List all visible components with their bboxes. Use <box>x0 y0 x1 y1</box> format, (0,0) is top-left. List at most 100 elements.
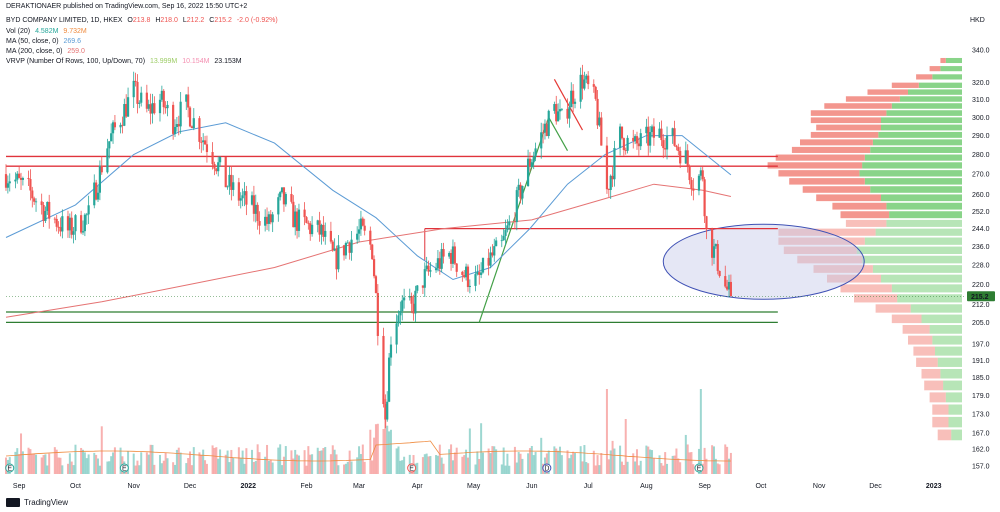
volume-bar <box>232 457 235 474</box>
candle-body <box>607 189 610 190</box>
candle-body <box>27 177 30 180</box>
candle-body <box>40 201 43 205</box>
volume-bar <box>303 450 306 474</box>
volume-bar <box>343 464 346 474</box>
legend-ma50[interactable]: MA (50, close, 0) 269.6 <box>6 38 81 45</box>
profile-down-bar <box>867 89 908 95</box>
profile-up-bar <box>870 186 962 193</box>
volume-bar <box>33 453 36 474</box>
candle-body <box>138 102 141 104</box>
last-price-box <box>967 291 995 302</box>
candle-body <box>594 86 597 99</box>
profile-up-bar <box>929 325 962 334</box>
candle-body <box>70 217 73 235</box>
candle-body <box>382 335 385 405</box>
candle-body <box>348 242 351 253</box>
profile-up-bar <box>945 57 962 64</box>
volume-bar <box>495 449 498 474</box>
close-label: C <box>209 17 215 24</box>
legend-ma200[interactable]: MA (200, close, 0) 259.0 <box>6 48 85 55</box>
volume-bar <box>119 447 122 474</box>
candle-body <box>254 204 257 214</box>
candle-body <box>307 222 310 224</box>
candle-body <box>384 404 387 420</box>
profile-up-bar <box>935 346 962 356</box>
volume-bar <box>532 455 535 474</box>
candle-body <box>474 274 477 286</box>
candle-body <box>543 123 547 133</box>
candle-body <box>701 170 704 180</box>
candle-body <box>243 191 246 196</box>
ma200-line <box>5 183 732 318</box>
volume-bar <box>609 450 612 474</box>
candle-body <box>356 233 359 240</box>
y-axis[interactable]: 340.0 320.0 310.0 300.0 290.0 280.0 270.0 260.0… <box>972 48 990 471</box>
candle-body <box>534 148 537 157</box>
candle-body <box>31 190 34 199</box>
volume-bar <box>350 461 353 474</box>
candle-body <box>237 182 240 201</box>
volume-bar <box>369 429 372 474</box>
profile-down-bar <box>924 380 944 391</box>
candle-body <box>684 150 687 164</box>
candle-body <box>284 193 287 205</box>
volume-bar <box>626 461 629 474</box>
volume-bar <box>282 456 285 474</box>
tradingview-footer[interactable]: TradingView <box>6 498 68 507</box>
volume-bar <box>622 464 625 474</box>
candle-body <box>688 165 691 181</box>
y-tick-label: 310.0 <box>972 97 990 104</box>
high-label: H <box>155 17 161 24</box>
ma200-label: MA (200, close, 0) <box>6 48 63 55</box>
x-tick-label: Feb <box>300 483 312 490</box>
profile-up-bar <box>881 124 962 131</box>
legend-volume[interactable]: Vol (20) 4.582M 9.732M <box>6 28 87 35</box>
vol-value: 4.582M <box>35 28 59 35</box>
legend-vrvp[interactable]: VRVP (Number Of Rows, 100, Up/Down, 70) … <box>6 58 242 65</box>
volume-bar <box>384 399 387 474</box>
profile-up-bar <box>862 255 962 264</box>
volume-bar <box>619 445 622 474</box>
candle-body <box>611 175 614 180</box>
volume-bar <box>346 461 349 474</box>
volume-bar <box>66 463 69 474</box>
y-tick-label: 220.0 <box>972 282 990 289</box>
profile-down-bar <box>783 246 857 255</box>
candle-body <box>515 190 518 223</box>
volume-bar <box>568 458 571 474</box>
candle-body <box>271 214 274 223</box>
x-tick-label: Oct <box>755 483 766 490</box>
volume-bar <box>395 448 398 474</box>
volume-bar <box>517 452 520 474</box>
volume-bar <box>686 444 689 474</box>
candle-body <box>280 187 284 193</box>
volume-bar <box>331 445 334 474</box>
volume-bar <box>553 446 556 474</box>
profile-down-bar <box>929 66 941 72</box>
ma50-line <box>5 122 732 281</box>
candle-body <box>228 174 231 187</box>
candle-body <box>613 147 616 180</box>
candle-body <box>311 224 314 235</box>
candle-body <box>570 90 573 108</box>
volume-bar <box>645 445 648 474</box>
x-axis[interactable]: Sep Oct Nov Dec 2022 Feb Mar Apr May Jun Jul Aug Sep… <box>13 483 942 490</box>
candle-body <box>21 177 25 180</box>
currency-label: HKD <box>970 17 985 24</box>
candle-body <box>453 246 456 264</box>
profile-down-bar <box>810 131 879 138</box>
profile-down-bar <box>902 325 930 334</box>
candle-body <box>98 165 101 193</box>
change-value: -2.0 (-0.92%) <box>236 17 278 24</box>
candle-body <box>158 99 162 114</box>
event-marker-label: D <box>544 466 549 473</box>
profile-up-bar <box>881 194 962 202</box>
volume-bar <box>480 423 483 474</box>
vrvp-total-value: 23.153M <box>214 58 242 65</box>
volume-bar <box>305 465 308 474</box>
legend-symbol[interactable]: BYD COMPANY LIMITED, 1D, HKEX O213.8 H21… <box>6 17 278 24</box>
candle-body <box>583 79 586 89</box>
candle-body <box>136 81 139 104</box>
candle-body <box>481 257 485 273</box>
